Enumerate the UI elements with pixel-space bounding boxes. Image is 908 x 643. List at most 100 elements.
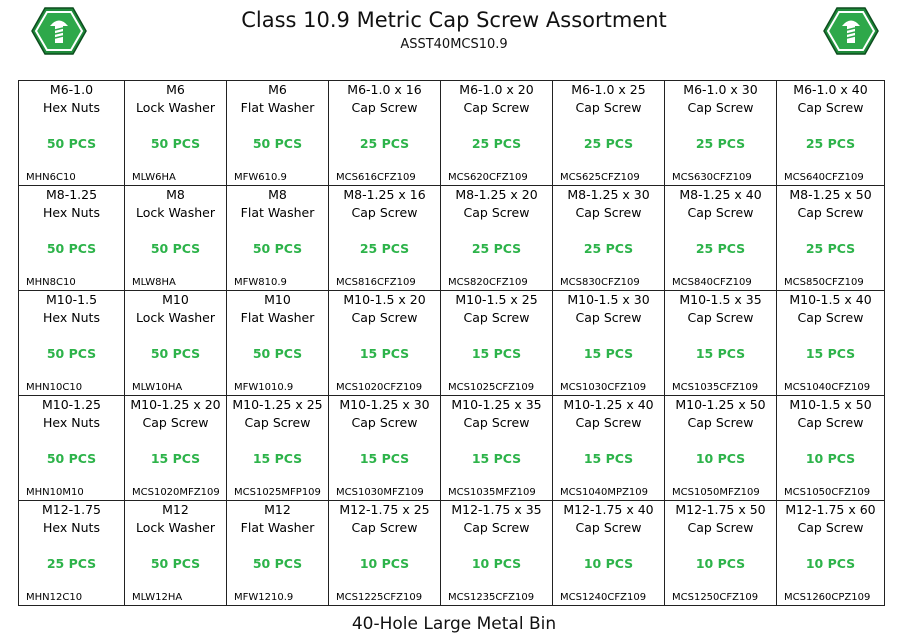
quantity: 25 PCS [805, 136, 856, 151]
item-type: Lock Washer [136, 100, 215, 115]
part-number: MHN10M10 [26, 487, 84, 498]
bin-cell: M8-1.25 x 16 Cap Screw 25 PCS MCS816CFZ109 [328, 185, 441, 291]
bin-cell: M6-1.0 x 40 Cap Screw 25 PCS MCS640CFZ109 [776, 80, 885, 186]
bin-cell: M10-1.5 x 25 Cap Screw 15 PCS MCS1025CFZ109 [440, 290, 553, 396]
size: M12-1.75 x 35 [451, 502, 542, 517]
item-type: Cap Screw [463, 310, 530, 325]
quantity: 50 PCS [46, 451, 97, 466]
size: M12-1.75 x 60 [785, 502, 876, 517]
quantity: 25 PCS [805, 241, 856, 256]
item-type: Cap Screw [463, 520, 530, 535]
item-type: Cap Screw [687, 520, 754, 535]
item-type: Cap Screw [575, 520, 642, 535]
subtitle: ASST40MCS10.9 [400, 37, 508, 52]
size: M6 [166, 82, 185, 97]
item-type: Hex Nuts [43, 205, 100, 220]
item-type: Cap Screw [463, 100, 530, 115]
part-number: MHN6C10 [26, 172, 76, 183]
quantity: 10 PCS [471, 556, 522, 571]
bin-cell: M8-1.25 x 20 Cap Screw 25 PCS MCS820CFZ109 [440, 185, 553, 291]
size: M8-1.25 x 20 [455, 187, 538, 202]
item-type: Hex Nuts [43, 100, 100, 115]
item-type: Flat Washer [240, 310, 315, 325]
bin-cell: M8-1.25 x 40 Cap Screw 25 PCS MCS840CFZ109 [664, 185, 777, 291]
item-type: Cap Screw [687, 205, 754, 220]
part-number: MCS1260CPZ109 [784, 592, 871, 603]
quantity: 50 PCS [150, 136, 201, 151]
size: M10-1.25 x 35 [451, 397, 542, 412]
item-type: Cap Screw [351, 415, 418, 430]
size: M6-1.0 x 40 [793, 82, 868, 97]
quantity: 25 PCS [471, 241, 522, 256]
part-number: MCS840CFZ109 [672, 277, 752, 288]
size: M12-1.75 x 25 [339, 502, 430, 517]
bin-cell: M6-1.0 x 20 Cap Screw 25 PCS MCS620CFZ109 [440, 80, 553, 186]
quantity: 10 PCS [583, 556, 634, 571]
size: M10-1.25 x 30 [339, 397, 430, 412]
logo-left [31, 7, 87, 55]
size: M6 [268, 82, 287, 97]
bin-cell: M10-1.5 x 20 Cap Screw 15 PCS MCS1020CFZ109 [328, 290, 441, 396]
bin-cell: M6 Flat Washer 50 PCS MFW610.9 [226, 80, 329, 186]
item-type: Cap Screw [797, 415, 864, 430]
size: M12-1.75 x 50 [675, 502, 766, 517]
item-type: Cap Screw [687, 415, 754, 430]
size: M8-1.25 x 30 [567, 187, 650, 202]
part-number: MCS1020CFZ109 [336, 382, 423, 393]
item-type: Cap Screw [351, 205, 418, 220]
quantity: 15 PCS [583, 346, 634, 361]
bin-cell: M10-1.25 x 20 Cap Screw 15 PCS MCS1020MFZ10… [124, 395, 227, 501]
item-type: Cap Screw [797, 520, 864, 535]
part-number: MCS1030CFZ109 [560, 382, 647, 393]
item-type: Cap Screw [687, 100, 754, 115]
quantity: 25 PCS [359, 241, 410, 256]
part-number: MHN10C10 [26, 382, 83, 393]
part-number: MFW1210.9 [234, 592, 294, 603]
part-number: MCS830CFZ109 [560, 277, 640, 288]
bin-cell: M8 Lock Washer 50 PCS MLW8HA [124, 185, 227, 291]
bin-cell: M6-1.0 Hex Nuts 50 PCS MHN6C10 [18, 80, 125, 186]
item-type: Cap Screw [797, 205, 864, 220]
size: M8-1.25 x 16 [343, 187, 426, 202]
bin-cell: M10-1.5 Hex Nuts 50 PCS MHN10C10 [18, 290, 125, 396]
quantity: 10 PCS [359, 556, 410, 571]
bin-cell: M6 Lock Washer 50 PCS MLW6HA [124, 80, 227, 186]
quantity: 50 PCS [252, 556, 303, 571]
item-type: Hex Nuts [43, 310, 100, 325]
quantity: 15 PCS [359, 346, 410, 361]
quantity: 50 PCS [252, 241, 303, 256]
size: M10-1.25 [41, 397, 102, 412]
size: M10-1.5 x 30 [567, 292, 650, 307]
size: M10-1.5 [45, 292, 98, 307]
part-number: MCS625CFZ109 [560, 172, 640, 183]
item-type: Cap Screw [351, 520, 418, 535]
part-number: MCS1025MFP109 [234, 487, 321, 498]
quantity: 15 PCS [150, 451, 201, 466]
bin-cell: M10-1.5 x 40 Cap Screw 15 PCS MCS1040CFZ109 [776, 290, 885, 396]
bin-cell: M12 Lock Washer 50 PCS MLW12HA [124, 500, 227, 606]
bin-cell: M12-1.75 Hex Nuts 25 PCS MHN12C10 [18, 500, 125, 606]
quantity: 50 PCS [150, 556, 201, 571]
quantity: 15 PCS [805, 346, 856, 361]
quantity: 10 PCS [805, 451, 856, 466]
item-type: Flat Washer [240, 205, 315, 220]
quantity: 10 PCS [695, 451, 746, 466]
item-type: Lock Washer [136, 310, 215, 325]
part-number: MCS1020MFZ109 [132, 487, 220, 498]
item-type: Cap Screw [797, 100, 864, 115]
size: M10-1.25 x 20 [130, 397, 221, 412]
item-type: Lock Washer [136, 520, 215, 535]
part-number: MFW1010.9 [234, 382, 294, 393]
item-type: Flat Washer [240, 100, 315, 115]
item-type: Cap Screw [575, 415, 642, 430]
quantity: 25 PCS [583, 241, 634, 256]
quantity: 50 PCS [46, 136, 97, 151]
item-type: Cap Screw [797, 310, 864, 325]
bin-cell: M10-1.25 x 50 Cap Screw 10 PCS MCS1050MFZ10… [664, 395, 777, 501]
part-number: MCS1225CFZ109 [336, 592, 423, 603]
quantity: 10 PCS [695, 556, 746, 571]
quantity: 25 PCS [46, 556, 97, 571]
bin-cell: M10 Lock Washer 50 PCS MLW10HA [124, 290, 227, 396]
bin-cell: M10-1.5 x 35 Cap Screw 15 PCS MCS1035CFZ109 [664, 290, 777, 396]
